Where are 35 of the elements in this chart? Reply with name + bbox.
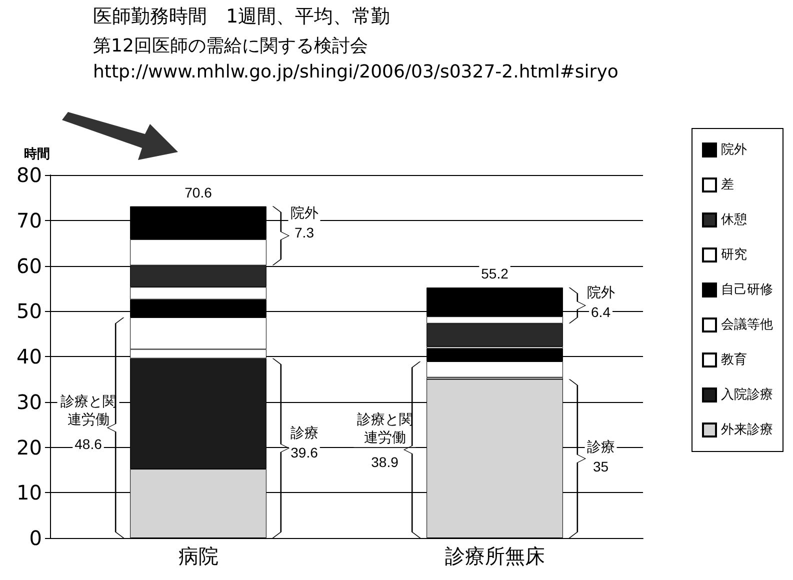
annotation: 38.9	[371, 454, 399, 470]
y-tick-label: 60	[16, 254, 42, 278]
annotation: 70.6	[184, 184, 212, 200]
legend-label: 休憩	[721, 212, 747, 228]
x-tick-label: 病院	[178, 544, 218, 568]
legend-label: 教育	[721, 352, 747, 368]
annotation: 39.6	[290, 444, 318, 461]
annotation: 院外	[586, 284, 615, 300]
annotation: 48.6	[74, 436, 102, 452]
legend-label: 研究	[721, 248, 747, 262]
chart-subtitle: 第12回医師の需給に関する検討会 http://www.mhlw.go.jp/shingi/2006/03/s0327-2.html#siryo	[93, 36, 618, 82]
legend-label: 院外	[721, 142, 747, 158]
y-tick-label: 40	[16, 344, 42, 368]
legend-label: 自己研修	[721, 282, 773, 298]
y-tick-label: 0	[29, 526, 42, 550]
annotation: 7.3	[294, 224, 314, 241]
annotation: 35	[592, 458, 609, 474]
y-tick-label: 30	[16, 390, 42, 414]
chart-title: 医師勤務時間 1週間、平均、常勤	[93, 6, 390, 28]
y-tick-label: 20	[16, 435, 42, 460]
y-tick-label: 50	[16, 299, 42, 324]
annotation: 院外	[290, 204, 318, 221]
annotation: 診療	[290, 424, 318, 441]
annotation: 55.2	[481, 266, 509, 282]
y-tick-label: 10	[16, 480, 42, 505]
y-tick-label: 80	[16, 163, 42, 187]
y-axis-title: 時間	[24, 147, 50, 162]
annotation: 診療	[586, 438, 615, 454]
legend-label: 差	[721, 178, 734, 192]
y-tick-label: 70	[16, 208, 42, 232]
legend-label: 入院診療	[721, 388, 773, 402]
annotation: 6.4	[591, 304, 611, 320]
x-tick-label: 診療所無床	[444, 544, 545, 568]
legend-label: 会議等他	[721, 318, 773, 332]
legend-label: 外来診療	[721, 422, 773, 438]
